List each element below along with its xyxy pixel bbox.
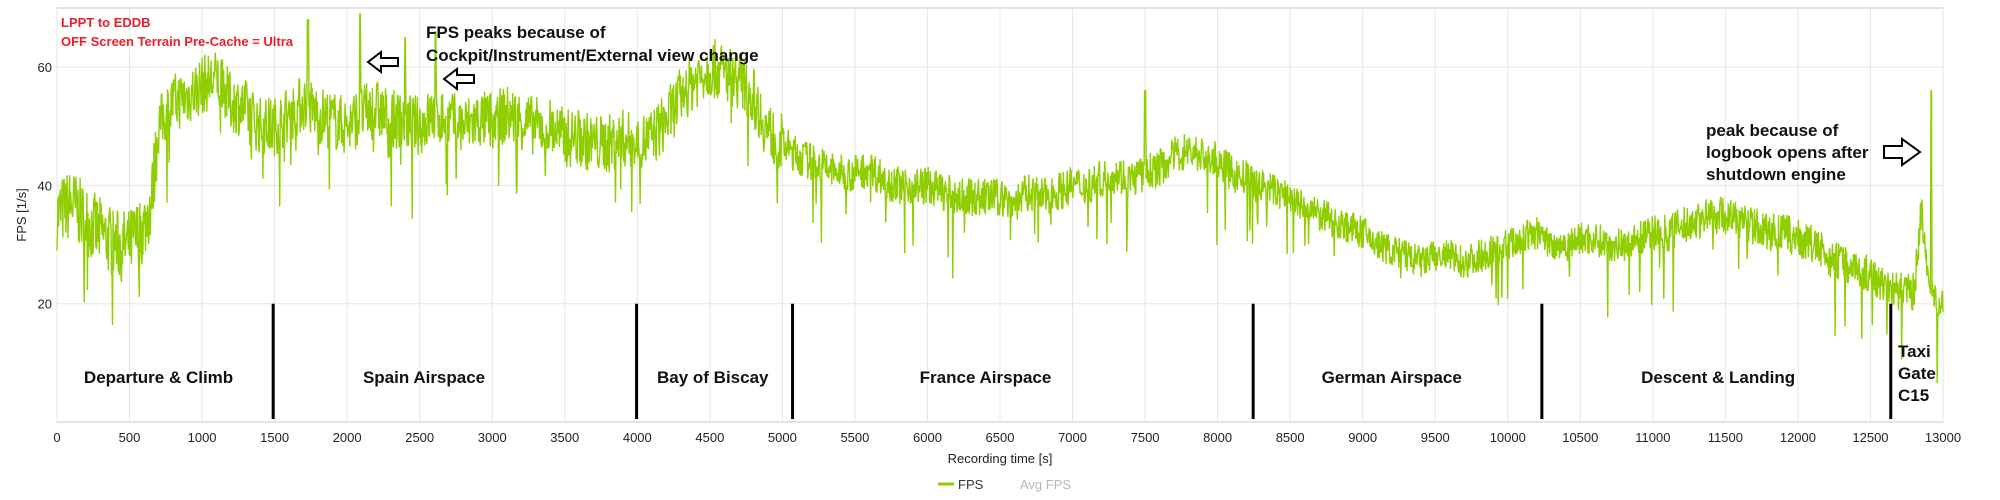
x-tick-label: 11000	[1635, 430, 1670, 445]
y-tick-label: 20	[38, 297, 52, 312]
x-tick-label: 10000	[1490, 430, 1526, 445]
phase-label-taxi: Taxi	[1898, 342, 1931, 361]
x-tick-label: 11500	[1708, 430, 1743, 445]
legend-fps-label: FPS	[958, 477, 984, 492]
fps-series	[56, 13, 1944, 384]
x-tick-label: 6500	[986, 430, 1015, 445]
phase-label: Descent & Landing	[1641, 368, 1795, 387]
phase-label: German Airspace	[1322, 368, 1462, 387]
phase-label: Spain Airspace	[363, 368, 485, 387]
phase-label-gate: Gate	[1898, 364, 1936, 383]
logbook-note-line3: shutdown engine	[1706, 165, 1846, 184]
legend-avg-label: Avg FPS	[1020, 477, 1071, 492]
phase-label: Departure & Climb	[84, 368, 233, 387]
x-tick-label: 6000	[913, 430, 942, 445]
x-tick-label: 500	[119, 430, 141, 445]
legend: FPS Avg FPS	[938, 477, 1071, 492]
logbook-note-line1: peak because of	[1706, 121, 1839, 140]
phase-label-c15: C15	[1898, 386, 1929, 405]
arrow-left-icon	[442, 66, 475, 92]
phase-dividers	[271, 303, 1893, 419]
x-tick-label: 7500	[1131, 430, 1160, 445]
x-tick-label: 1500	[260, 430, 289, 445]
x-tick-label: 2500	[405, 430, 434, 445]
x-tick-label: 8000	[1203, 430, 1232, 445]
y-tick-label: 40	[38, 178, 52, 193]
x-tick-label: 0	[53, 430, 60, 445]
fps-line	[56, 13, 1944, 384]
x-axis-ticks: 0 500 1000 1500 2000 2500 3000 3500 4000 4500 5000…	[53, 430, 1961, 445]
x-tick-label: 9500	[1421, 430, 1450, 445]
x-tick-label: 3500	[550, 430, 579, 445]
route-note: LPPT to EDDB	[61, 15, 151, 30]
y-axis-ticks: 20 40 60	[38, 60, 52, 312]
setting-note: OFF Screen Terrain Pre-Cache = Ultra	[61, 34, 294, 49]
x-tick-label: 3000	[478, 430, 507, 445]
arrow-left-icon	[366, 49, 399, 75]
peaks-note-line1: FPS peaks because of	[426, 23, 606, 42]
phase-label: Bay of Biscay	[657, 368, 769, 387]
arrow-right-icon	[1883, 137, 1922, 167]
x-tick-label: 9000	[1348, 430, 1377, 445]
logbook-note-line2: logbook opens after	[1706, 143, 1869, 162]
x-tick-label: 5500	[840, 430, 869, 445]
x-tick-label: 5000	[768, 430, 797, 445]
x-tick-label: 1000	[188, 430, 217, 445]
y-tick-label: 60	[38, 60, 52, 75]
x-tick-label: 12500	[1852, 430, 1888, 445]
x-tick-label: 12000	[1780, 430, 1816, 445]
x-tick-label: 4500	[695, 430, 724, 445]
x-tick-label: 8500	[1276, 430, 1305, 445]
x-tick-label: 2000	[333, 430, 362, 445]
x-axis-label: Recording time [s]	[948, 451, 1053, 466]
x-tick-label: 4000	[623, 430, 652, 445]
x-tick-label: 7000	[1058, 430, 1087, 445]
phase-label: France Airspace	[920, 368, 1052, 387]
y-axis-label: FPS [1/s]	[14, 188, 29, 241]
peaks-note-line2: Cockpit/Instrument/External view change	[426, 46, 759, 65]
x-tick-label: 10500	[1562, 430, 1598, 445]
phase-labels: Departure & Climb Spain Airspace Bay of Bi…	[84, 368, 1795, 387]
x-tick-label: 13000	[1925, 430, 1961, 445]
